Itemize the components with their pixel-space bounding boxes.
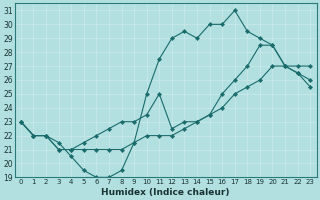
- X-axis label: Humidex (Indice chaleur): Humidex (Indice chaleur): [101, 188, 230, 197]
